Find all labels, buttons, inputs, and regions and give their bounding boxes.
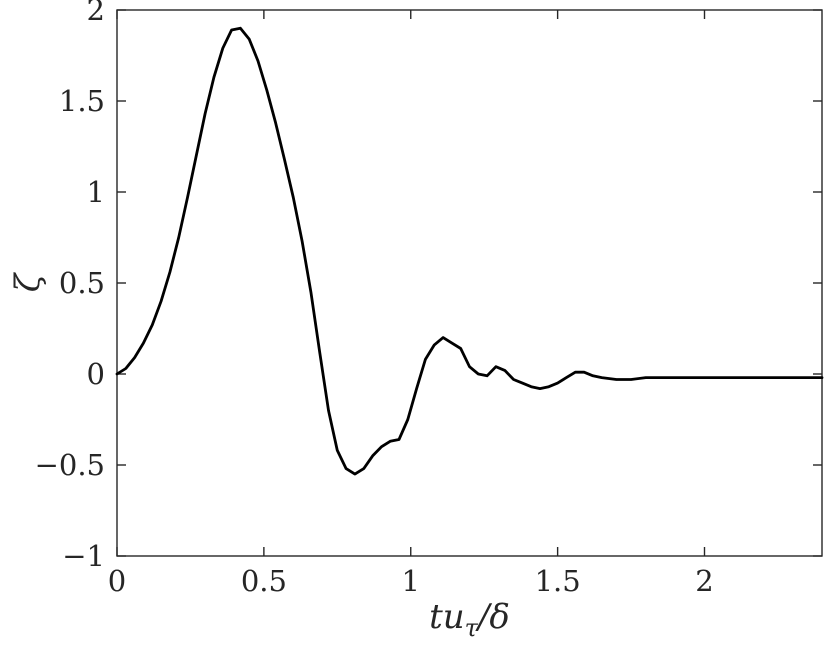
plot-frame <box>116 9 823 557</box>
x-tick-label: 1.5 <box>535 564 581 598</box>
x-axis-label-subscript: τ <box>464 613 478 642</box>
y-tick-label: −1 <box>62 539 105 573</box>
y-axis-label: ζ <box>8 273 48 293</box>
y-tick-label: 0 <box>87 357 105 391</box>
x-axis-label-rest: /δ <box>477 597 510 637</box>
y-tick-label: 2 <box>87 0 105 27</box>
x-axis-label: tuτ/δ <box>117 600 822 640</box>
y-tick-label: 0.5 <box>59 266 105 300</box>
x-tick-label: 0 <box>108 564 126 598</box>
x-tick-label: 2 <box>695 564 713 598</box>
x-axis-label-main: tu <box>429 597 465 637</box>
y-tick-label: 1 <box>87 175 105 209</box>
x-tick-label: 0.5 <box>241 564 287 598</box>
y-tick-label: −0.5 <box>35 448 105 482</box>
data-line-zeta <box>115 26 824 476</box>
y-tick-label: 1.5 <box>59 84 105 118</box>
x-tick-label: 1 <box>402 564 420 598</box>
